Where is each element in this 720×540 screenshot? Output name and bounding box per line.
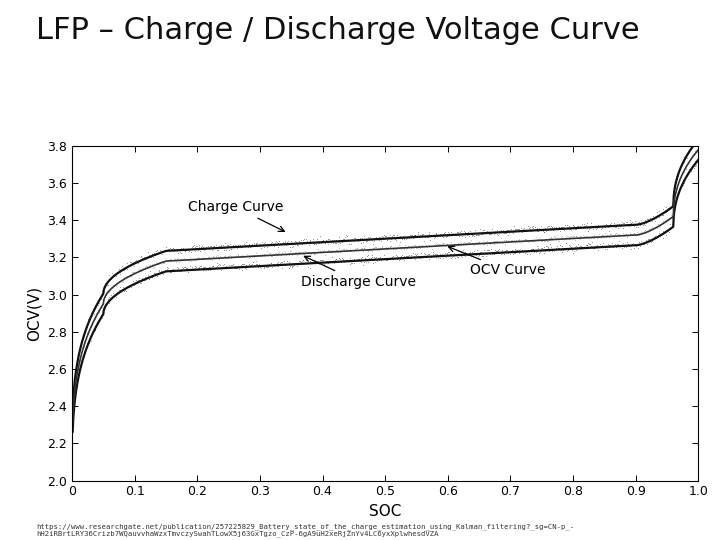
Text: OCV Curve: OCV Curve [449, 246, 545, 278]
Text: Discharge Curve: Discharge Curve [301, 256, 415, 288]
Text: LFP – Charge / Discharge Voltage Curve: LFP – Charge / Discharge Voltage Curve [36, 16, 639, 45]
Y-axis label: OCV(V): OCV(V) [27, 286, 42, 341]
Text: Charge Curve: Charge Curve [188, 200, 284, 231]
Text: https://www.researchgate.net/publication/257225829_Battery_state_of_the_charge_e: https://www.researchgate.net/publication… [36, 523, 574, 537]
X-axis label: SOC: SOC [369, 504, 401, 519]
